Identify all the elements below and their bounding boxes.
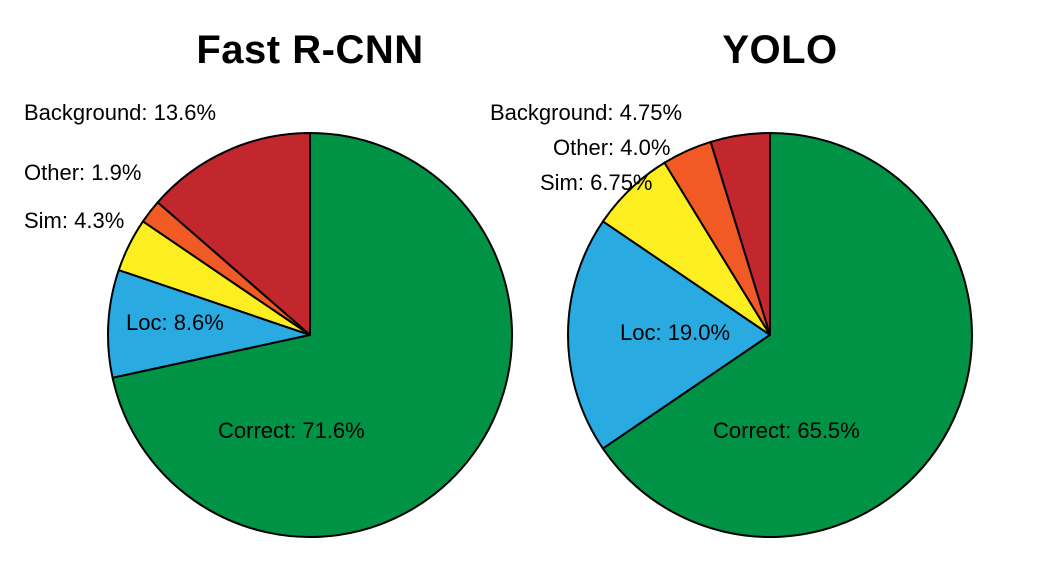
slice-label-yolo-correct: Correct: 65.5% <box>713 418 860 444</box>
figure-wrap: Fast R-CNN YOLO Background: 13.6%Other: … <box>0 0 1040 568</box>
labels-layer: Background: 13.6% Other: 1.9% Sim: 4.3% Loc… <box>0 0 1040 568</box>
slice-label-fast-rcnn-other: Other: 1.9% <box>24 160 141 186</box>
slice-label-yolo-loc: Loc: 19.0% <box>620 320 730 346</box>
slice-label-fast-rcnn-loc: Loc: 8.6% <box>126 310 224 336</box>
slice-label-fast-rcnn-correct: Correct: 71.6% <box>218 418 365 444</box>
slice-label-yolo-background: Background: 4.75% <box>490 100 682 126</box>
slice-label-yolo-other: Other: 4.0% <box>553 135 670 161</box>
slice-label-fast-rcnn-sim: Sim: 4.3% <box>24 208 124 234</box>
slice-label-fast-rcnn-background: Background: 13.6% <box>24 100 216 126</box>
slice-label-yolo-sim: Sim: 6.75% <box>540 170 653 196</box>
